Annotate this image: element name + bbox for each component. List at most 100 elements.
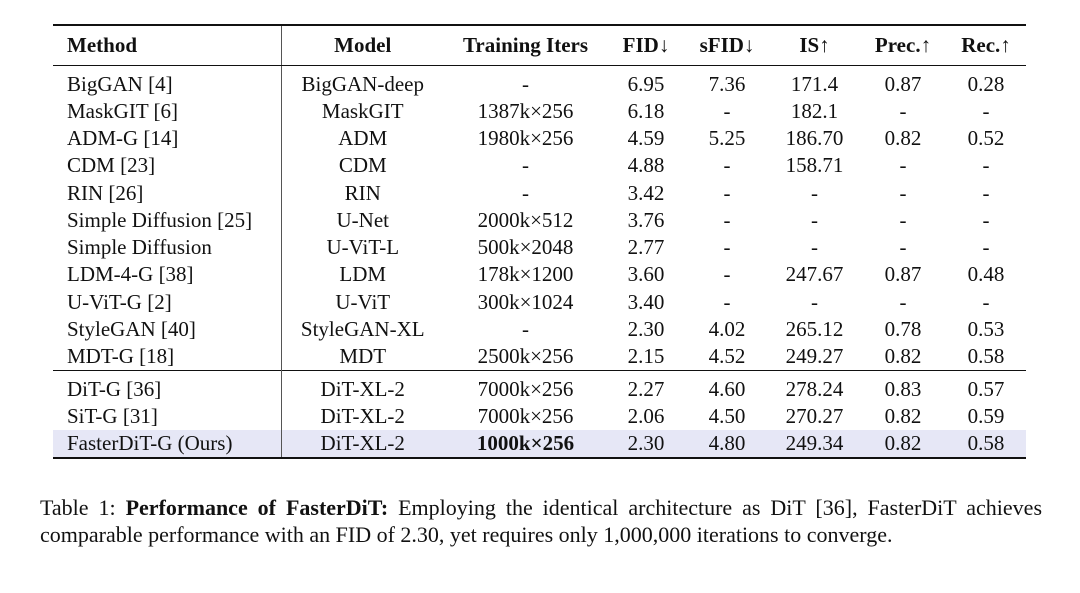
results-table-container: Method Model Training Iters FID↓ sFID↓ I… [53, 24, 1026, 460]
sfid-cell: - [723, 98, 731, 123]
sfid-cell: - [723, 180, 731, 205]
training-iters-cell: 2500k×256 [477, 344, 574, 369]
method-cell: SiT-G [31] [67, 404, 158, 429]
table-row: Simple Diffusion [25] U-Net 2000k×512 3.76 -… [53, 206, 1026, 234]
training-iters-cell: - [522, 180, 529, 205]
prec-cell: - [899, 153, 907, 178]
is-cell: 249.34 [769, 430, 860, 460]
model-cell: U-ViT-L [280, 233, 444, 262]
header-sfid: sFID↓ [685, 24, 769, 66]
fid-cell: 6.18 [627, 98, 665, 123]
fid-cell: 3.42 [627, 180, 665, 205]
table-row: Simple Diffusion U-ViT-L 500k×2048 2.77 - - - - [53, 233, 1026, 262]
training-iters-cell: 7000k×256 [444, 370, 607, 404]
training-iters-cell: 1000k×256 [444, 430, 607, 460]
method-cell: MDT-G [18] [67, 344, 175, 369]
caption-label: Table 1: [40, 495, 126, 520]
fid-cell: 3.76 [627, 207, 665, 232]
prec-cell: 0.87 [884, 262, 922, 287]
header-method: Method [53, 24, 281, 66]
is-cell: 186.70 [785, 125, 844, 150]
is-cell: - [811, 180, 818, 205]
training-iters-cell: 2000k×512 [477, 207, 574, 232]
method-cell: FasterDiT-G (Ours) [53, 430, 281, 460]
is-cell: 249.27 [785, 344, 844, 369]
model-cell: LDM [280, 261, 444, 289]
sfid-cell: 4.52 [708, 344, 746, 369]
rec-cell: 0.52 [967, 125, 1005, 150]
rec-cell: - [982, 180, 990, 205]
header-row: Method Model Training Iters FID↓ sFID↓ I… [53, 24, 1026, 66]
is-cell: 182.1 [790, 98, 839, 123]
sfid-cell: 4.02 [708, 317, 746, 342]
training-iters-cell: 7000k×256 [477, 404, 574, 429]
is-cell: - [811, 207, 818, 232]
method-cell: RIN [26] [67, 180, 144, 205]
prec-cell: - [899, 180, 907, 205]
method-cell: StyleGAN [40] [67, 317, 196, 342]
sfid-cell: - [723, 235, 731, 260]
method-cell: LDM-4-G [38] [67, 262, 194, 287]
model-cell: ADM [280, 124, 444, 153]
header-fid: FID↓ [607, 24, 685, 66]
is-cell: 158.71 [785, 153, 844, 178]
training-iters-cell: 300k×1024 [477, 289, 574, 314]
prec-cell: 0.82 [860, 430, 946, 460]
prec-cell: 0.78 [884, 317, 922, 342]
table-row: MDT-G [18] MDT 2500k×256 2.15 4.52 249.27 0.82… [53, 343, 1026, 371]
method-cell: BigGAN [4] [67, 71, 173, 96]
rec-cell: - [982, 207, 990, 232]
rec-cell: 0.59 [967, 404, 1005, 429]
header-is: IS↑ [769, 24, 860, 66]
rec-cell: 0.57 [946, 370, 1026, 404]
fid-cell: 2.77 [627, 235, 665, 260]
sfid-cell: 5.25 [708, 125, 746, 150]
table-row: ADM-G [14] ADM 1980k×256 4.59 5.25 186.70 0.82… [53, 124, 1026, 153]
table-row: CDM [23] CDM - 4.88 - 158.71 - - [53, 152, 1026, 180]
model-cell: U-Net [280, 206, 444, 234]
sfid-cell: 7.36 [708, 71, 746, 96]
prec-cell: - [899, 98, 907, 123]
header-training-iters: Training Iters [444, 24, 607, 66]
table-row: StyleGAN [40] StyleGAN-XL - 2.30 4.02 265.12 0… [53, 315, 1026, 344]
prec-cell: 0.82 [884, 404, 922, 429]
fid-cell: 2.30 [627, 317, 665, 342]
is-cell: - [811, 235, 818, 260]
fid-cell: 3.40 [627, 289, 665, 314]
is-cell: - [811, 289, 818, 314]
prec-cell: 0.87 [884, 71, 922, 96]
model-cell: DiT-XL-2 [280, 370, 444, 404]
method-cell: CDM [23] [67, 153, 156, 178]
model-cell: RIN [280, 179, 444, 207]
is-cell: 171.4 [790, 71, 839, 96]
rec-cell: 0.28 [967, 71, 1005, 96]
fid-cell: 2.30 [607, 430, 685, 460]
model-cell: MDT [280, 343, 444, 371]
training-iters-cell: 500k×2048 [477, 235, 574, 260]
table-row: U-ViT-G [2] U-ViT 300k×1024 3.40 - - - - [53, 288, 1026, 316]
method-cell: U-ViT-G [2] [67, 289, 172, 314]
is-cell: 270.27 [785, 404, 844, 429]
training-iters-cell: 1980k×256 [477, 125, 574, 150]
sfid-cell: - [723, 289, 731, 314]
rec-cell: 0.53 [967, 317, 1005, 342]
sfid-cell: 4.80 [685, 430, 769, 460]
header-prec: Prec.↑ [860, 24, 946, 66]
fid-cell: 2.15 [627, 344, 665, 369]
rec-cell: 0.48 [967, 262, 1005, 287]
model-cell: StyleGAN-XL [280, 315, 444, 344]
fid-cell: 2.27 [607, 370, 685, 404]
is-cell: 278.24 [769, 370, 860, 404]
table-row: DiT-G [36] DiT-XL-2 7000k×256 2.27 4.60 278.2… [53, 370, 1026, 404]
fid-cell: 4.88 [627, 153, 665, 178]
table-caption: Table 1: Performance of FasterDiT: Emplo… [40, 494, 1042, 548]
model-cell: U-ViT [280, 288, 444, 316]
fid-cell: 2.06 [627, 404, 665, 429]
sfid-cell: - [723, 207, 731, 232]
model-cell: DiT-XL-2 [280, 403, 444, 431]
prec-cell: 0.83 [860, 370, 946, 404]
training-iters-cell: 1387k×256 [477, 98, 574, 123]
sfid-cell: 4.50 [708, 404, 746, 429]
prec-cell: - [899, 207, 907, 232]
method-cell: Simple Diffusion [67, 235, 212, 260]
